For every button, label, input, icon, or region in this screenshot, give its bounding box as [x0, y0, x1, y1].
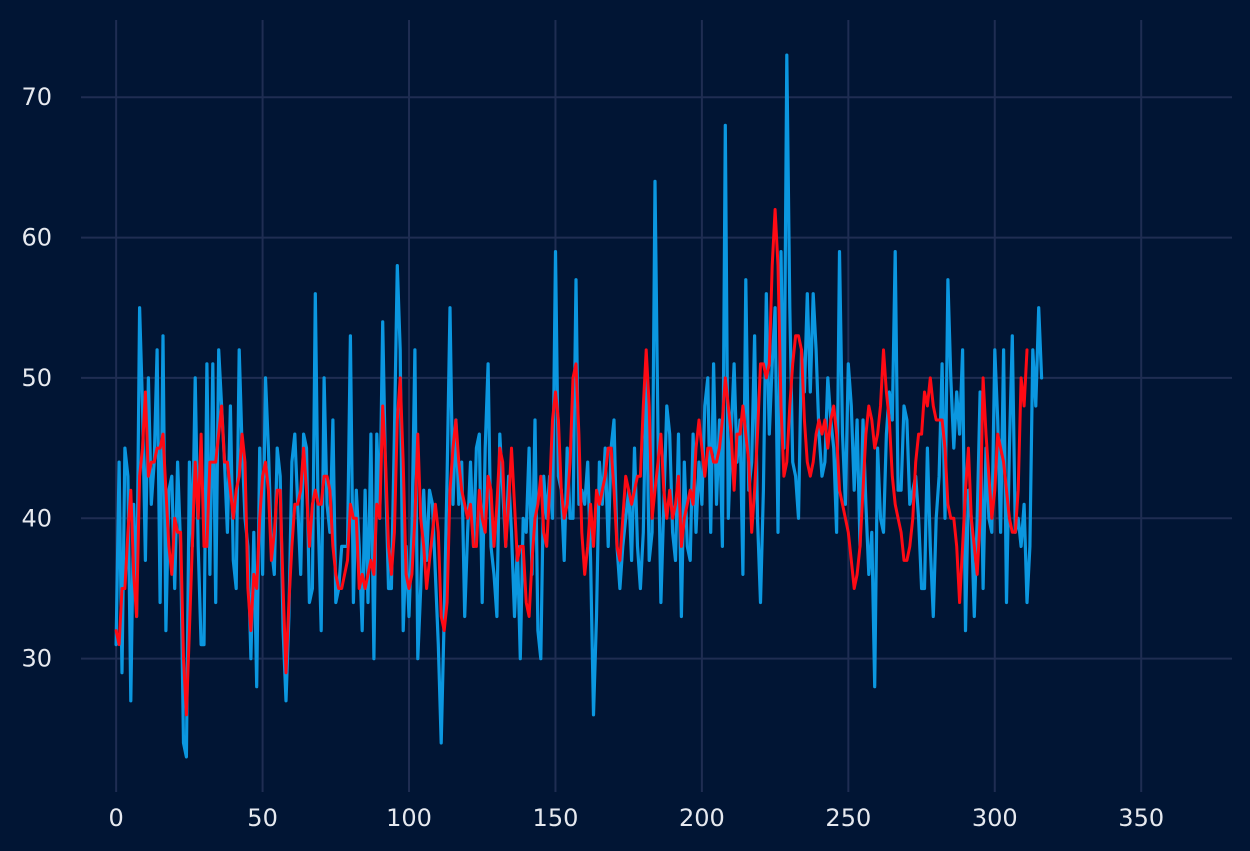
x-tick-label: 200 [679, 804, 725, 832]
tick-labels: 0 50 100 150 200 250 300 350 30 40 50 60 70 [21, 83, 1164, 832]
x-tick-label: 50 [247, 804, 278, 832]
y-tick-label: 40 [21, 504, 52, 532]
x-tick-label: 350 [1118, 804, 1164, 832]
smoothed-series-line [114, 208, 1029, 717]
x-tick-label: 100 [386, 804, 432, 832]
x-tick-label: 250 [825, 804, 871, 832]
y-tick-label: 50 [21, 364, 52, 392]
x-tick-label: 0 [109, 804, 124, 832]
y-tick-label: 70 [21, 83, 52, 111]
y-tick-label: 30 [21, 645, 52, 673]
x-tick-label: 150 [533, 804, 579, 832]
x-tick-label: 300 [972, 804, 1018, 832]
y-tick-label: 60 [21, 224, 52, 252]
series-layer [114, 53, 1044, 759]
